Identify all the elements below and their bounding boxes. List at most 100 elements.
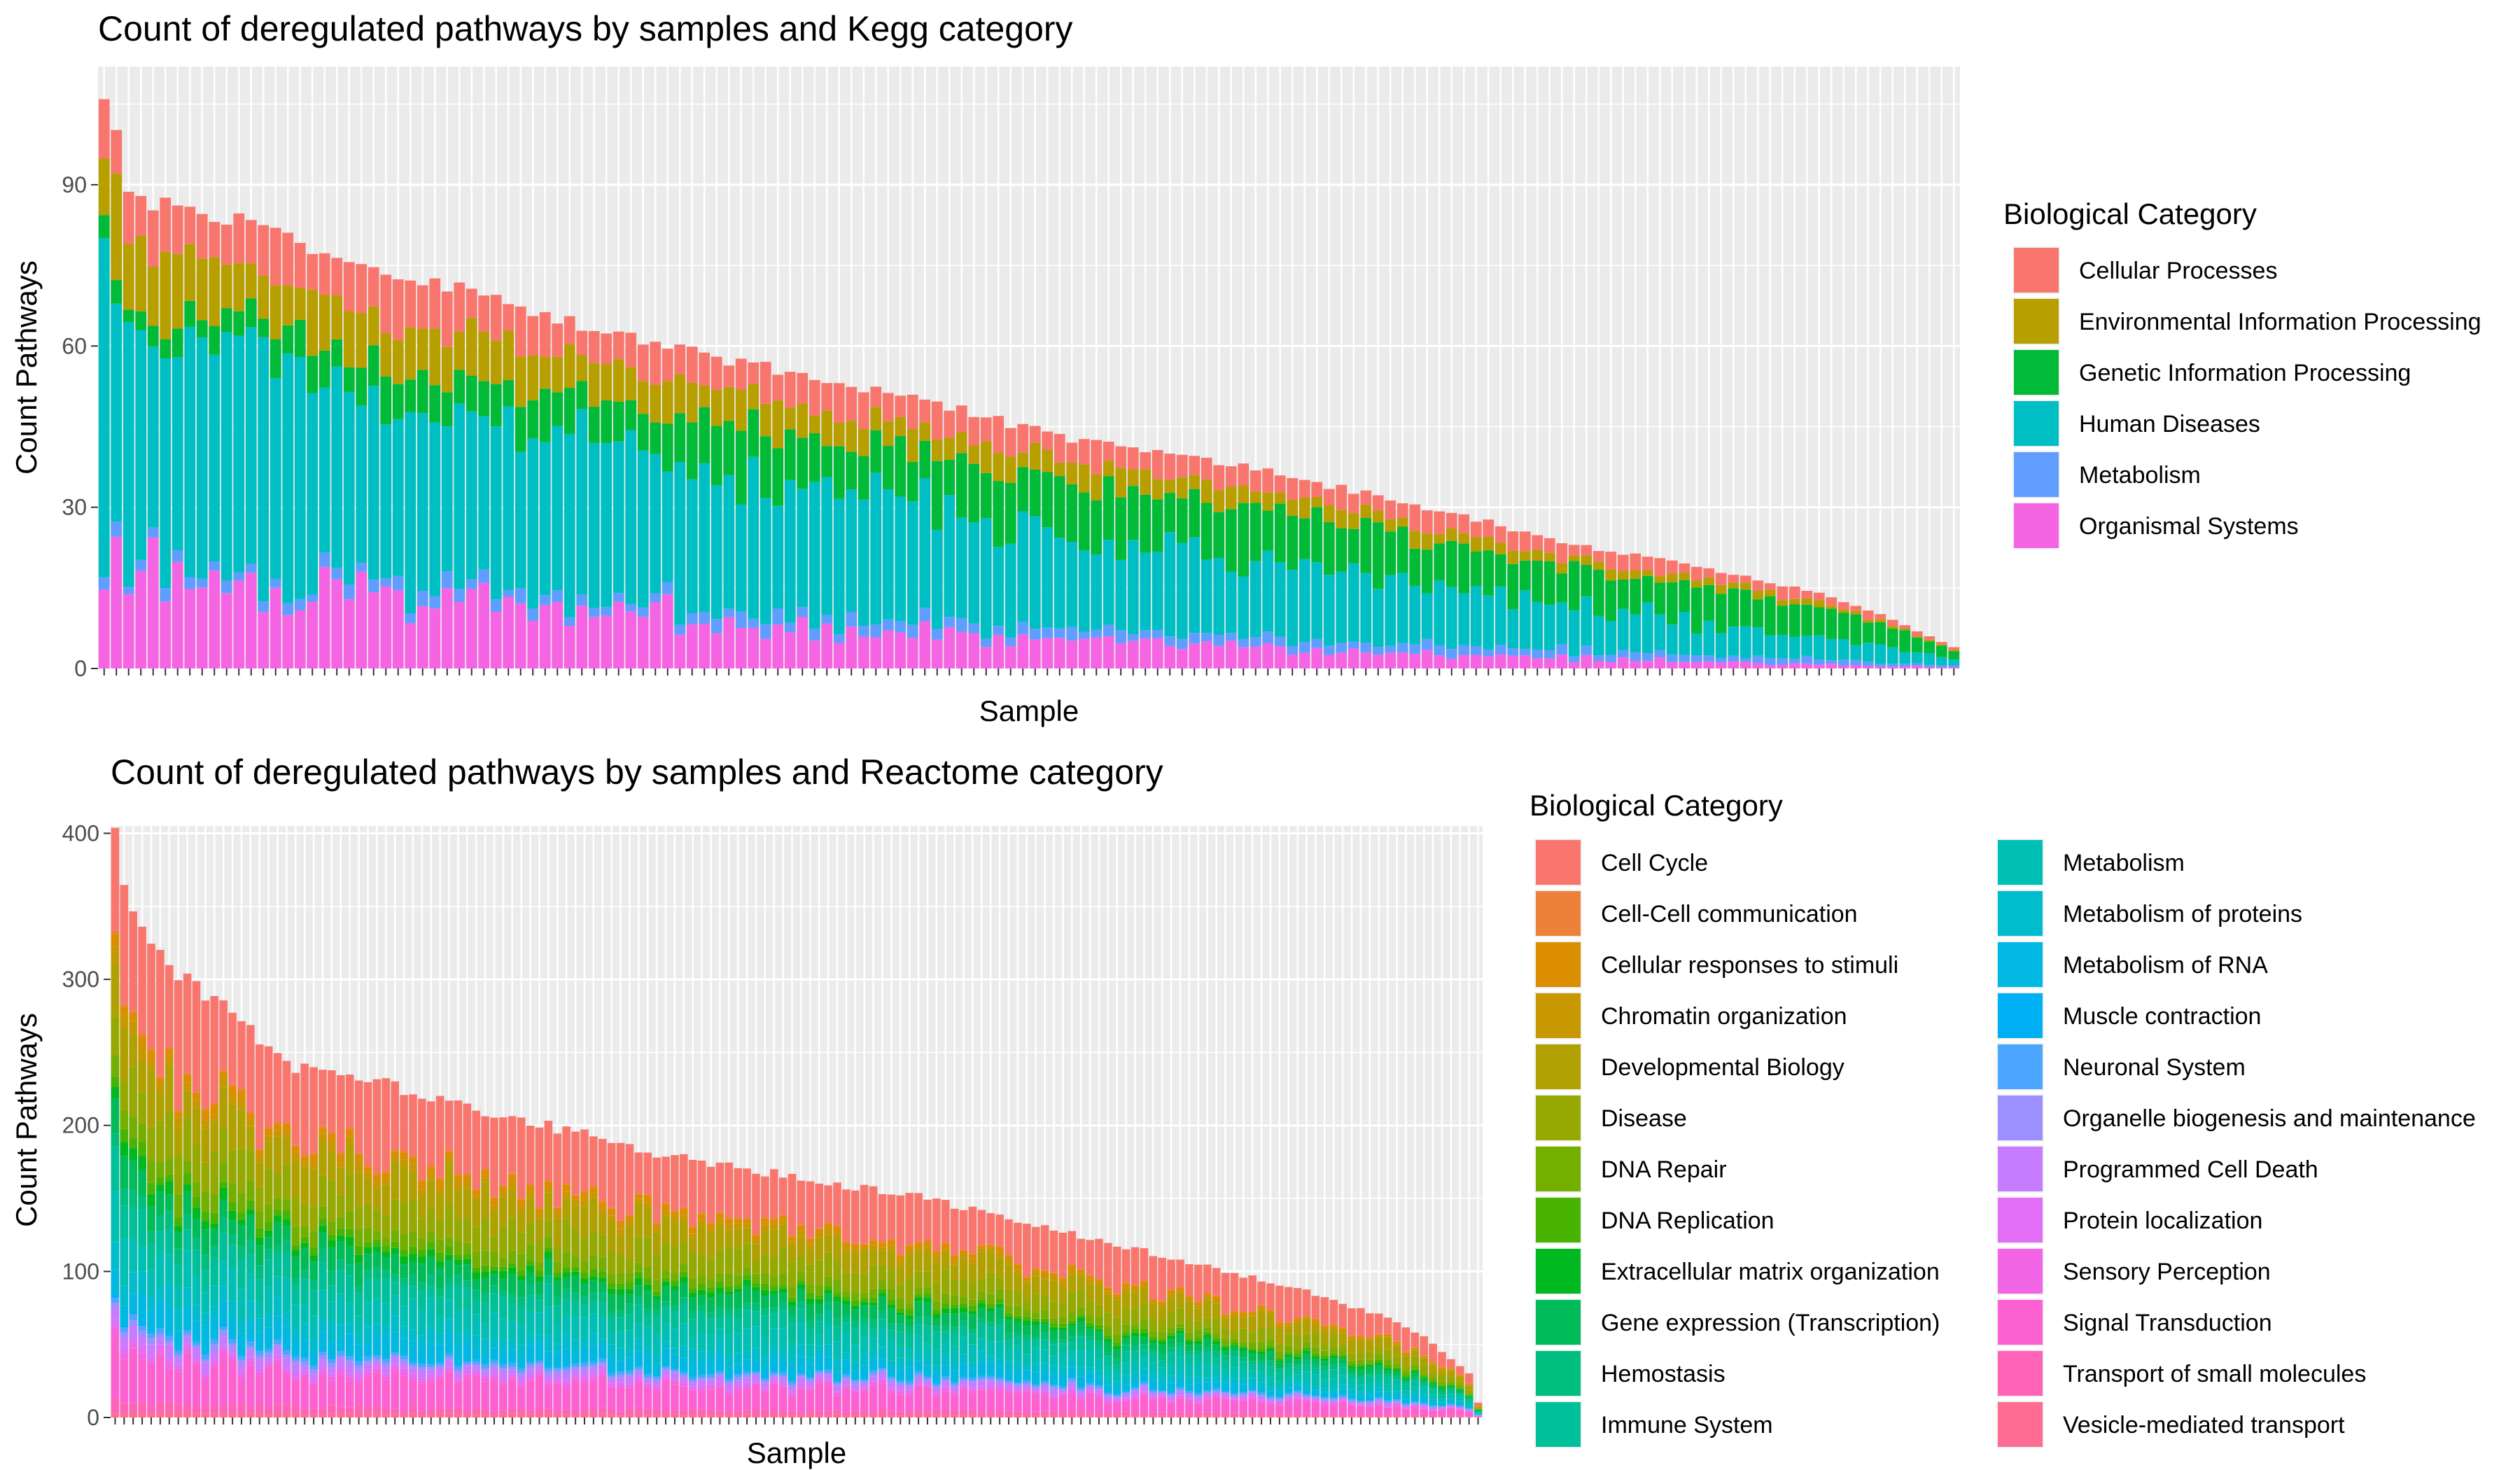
bar-segment	[1372, 654, 1384, 668]
bar-segment	[1230, 1273, 1239, 1311]
bar-segment	[426, 1167, 435, 1174]
bar-segment	[715, 1385, 724, 1387]
bar-segment	[160, 339, 172, 359]
bar-segment	[1410, 1401, 1420, 1402]
bar-segment	[111, 1016, 120, 1056]
bar-segment	[481, 1168, 489, 1170]
legend-item: Cellular Processes	[2012, 246, 2277, 294]
bar-segment	[1409, 644, 1421, 654]
bar-segment	[472, 1335, 481, 1349]
bar-segment	[1383, 1364, 1392, 1368]
bar-segment	[815, 1314, 824, 1322]
bar-segment	[1642, 602, 1653, 654]
bar-segment	[887, 1194, 896, 1239]
bar-segment	[842, 1385, 850, 1387]
bar-segment	[941, 1243, 950, 1249]
bar-segment	[1149, 1352, 1158, 1363]
bar-segment	[1275, 1396, 1284, 1398]
bar-segment	[1284, 1401, 1293, 1414]
bar-segment	[1049, 1231, 1058, 1273]
bar-segment	[481, 1364, 489, 1368]
bar-segment	[544, 1247, 553, 1252]
bar-segment	[544, 1351, 553, 1367]
bar-segment	[1167, 1376, 1175, 1383]
bar-segment	[1149, 1302, 1158, 1305]
bar-segment	[535, 1270, 544, 1277]
bar-segment	[129, 1189, 138, 1208]
bar-segment	[228, 1245, 237, 1268]
bar-segment	[788, 1390, 797, 1394]
bar-segment	[1212, 1387, 1221, 1389]
bar-segment	[318, 1331, 327, 1351]
bar-segment	[237, 1359, 246, 1364]
bar-segment	[1302, 1318, 1311, 1321]
bar-segment	[652, 1228, 661, 1233]
bar-segment	[761, 1296, 769, 1309]
bar-segment	[1357, 1377, 1365, 1385]
bar-segment	[343, 367, 355, 392]
bar-segment	[1158, 1395, 1167, 1396]
bar-segment	[808, 433, 820, 482]
bar-segment	[1203, 1347, 1212, 1352]
bar-segment	[372, 1365, 382, 1368]
bar-segment	[896, 1284, 905, 1298]
bar-segment	[662, 1323, 670, 1342]
bar-segment	[526, 1368, 535, 1376]
reactome-bars	[111, 827, 1483, 1418]
bar-segment	[887, 1323, 896, 1331]
bar-segment	[129, 1034, 138, 1067]
bar-segment	[743, 1168, 751, 1219]
bar-segment	[1311, 1396, 1320, 1399]
bar-segment	[1077, 1275, 1085, 1290]
bar-segment	[165, 1112, 174, 1158]
bar-segment	[1348, 1389, 1356, 1394]
bar-segment	[409, 1361, 417, 1363]
bar-segment	[860, 1301, 869, 1306]
bar-segment	[1470, 537, 1482, 552]
bar-segment	[183, 1329, 192, 1331]
bar-segment	[463, 1340, 472, 1361]
bar-segment	[508, 1321, 517, 1340]
bar-segment	[122, 244, 134, 310]
bar-segment	[1410, 1350, 1420, 1357]
bar-segment	[959, 1257, 968, 1280]
bar-segment	[662, 1341, 670, 1349]
bar-segment	[1040, 1371, 1049, 1381]
bar-segment	[878, 1368, 887, 1370]
bar-segment	[1447, 1407, 1455, 1408]
bar-segment	[1095, 1416, 1103, 1418]
bar-segment	[1121, 1415, 1130, 1418]
bar-segment	[715, 1162, 724, 1212]
bar-segment	[833, 1410, 841, 1415]
bar-segment	[1248, 1397, 1256, 1399]
bar-segment	[680, 1240, 688, 1264]
bar-segment	[1266, 1414, 1275, 1417]
bar-segment	[246, 1413, 255, 1418]
bar-segment	[1158, 1257, 1167, 1301]
bar-segment	[652, 1310, 661, 1317]
bar-segment	[1409, 504, 1421, 531]
bar-segment	[1086, 1385, 1094, 1387]
bar-segment	[1392, 1369, 1401, 1372]
bar-segment	[968, 1378, 977, 1381]
bar-segment	[111, 1097, 120, 1134]
bar-segment	[715, 1212, 724, 1214]
bar-segment	[1127, 447, 1139, 470]
bar-segment	[220, 580, 232, 594]
bar-segment	[906, 394, 918, 429]
bar-segment	[120, 1205, 129, 1239]
bar-segment	[833, 1225, 841, 1227]
bar-segment	[1194, 1354, 1203, 1362]
bar-segment	[1568, 555, 1580, 561]
bar-segment	[1004, 1340, 1013, 1350]
bar-segment	[1826, 664, 1837, 668]
bar-segment	[1429, 1394, 1437, 1399]
bar-segment	[598, 1346, 607, 1358]
bar-segment	[120, 1187, 129, 1206]
bar-segment	[1121, 1400, 1130, 1401]
bar-segment	[1298, 497, 1310, 519]
bar-segment	[706, 1359, 715, 1374]
bar-segment	[318, 1354, 327, 1360]
bar-segment	[255, 1211, 264, 1228]
bar-segment	[183, 1161, 192, 1173]
